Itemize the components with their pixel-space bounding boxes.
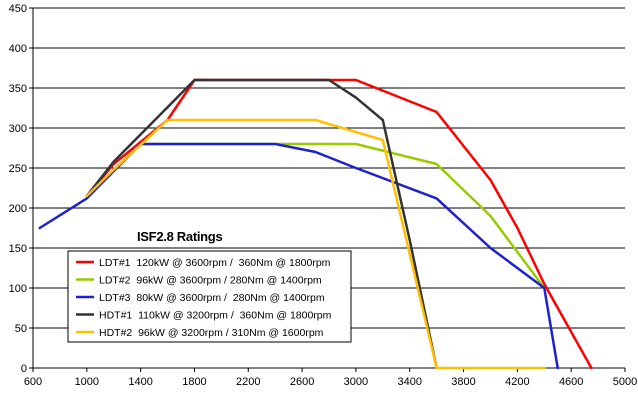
y-tick-label: 150 — [9, 243, 27, 255]
y-tick-label: 200 — [9, 203, 27, 215]
x-tick-label: 3800 — [451, 376, 475, 388]
legend-label-5: HDT#2 96kW @ 3200rpm / 310Nm @ 1600rpm — [99, 327, 324, 339]
y-tick-label: 350 — [9, 83, 27, 95]
legend-label-3: LDT#3 80kW @ 3600rpm / 280Nm @ 1400rpm — [99, 292, 325, 304]
legend: LDT#1 120kW @ 3600rpm / 360Nm @ 1800rpm L… — [67, 250, 352, 343]
y-tick-label: 50 — [15, 323, 27, 335]
x-tick-label: 4200 — [505, 376, 529, 388]
x-tick-labels: 600 1000 1400 1800 2200 2600 3000 3400 3800 4200 4… — [24, 376, 637, 388]
y-tick-labels: 0 50 100 150 200 250 300 350 400 450 — [9, 3, 27, 375]
x-tick-label: 3400 — [397, 376, 421, 388]
y-tick-label: 450 — [9, 3, 27, 15]
y-tick-label: 250 — [9, 163, 27, 175]
legend-label-1: LDT#1 120kW @ 3600rpm / 360Nm @ 1800rpm — [99, 257, 331, 269]
series-lines — [38, 78, 593, 370]
x-tick-label: 4600 — [559, 376, 583, 388]
legend-label-4: HDT#1 110kW @ 3200rpm / 360Nm @ 1800rpm — [99, 310, 332, 322]
legend-box — [67, 250, 352, 343]
y-tick-label: 400 — [9, 43, 27, 55]
y-tick-label: 300 — [9, 123, 27, 135]
x-tick-label: 2200 — [236, 376, 260, 388]
x-tick-label: 1400 — [128, 376, 152, 388]
legend-label-2: LDT#2 96kW @ 3600rpm / 280Nm @ 1400rpm — [99, 275, 322, 287]
y-tick-label: 100 — [9, 283, 27, 295]
y-tick-label: 0 — [21, 363, 27, 375]
series-line-4 — [85, 78, 438, 370]
x-tick-label: 1000 — [75, 376, 99, 388]
x-tick-label: 2600 — [290, 376, 314, 388]
x-tick-label: 3000 — [344, 376, 368, 388]
x-tick-label: 5000 — [613, 376, 637, 388]
x-tick-label: 600 — [24, 376, 42, 388]
series-line-5 — [85, 118, 546, 370]
series-line-1 — [85, 78, 593, 370]
x-tick-label: 1800 — [182, 376, 206, 388]
chart-title: ISF2.8 Ratings — [137, 229, 222, 244]
